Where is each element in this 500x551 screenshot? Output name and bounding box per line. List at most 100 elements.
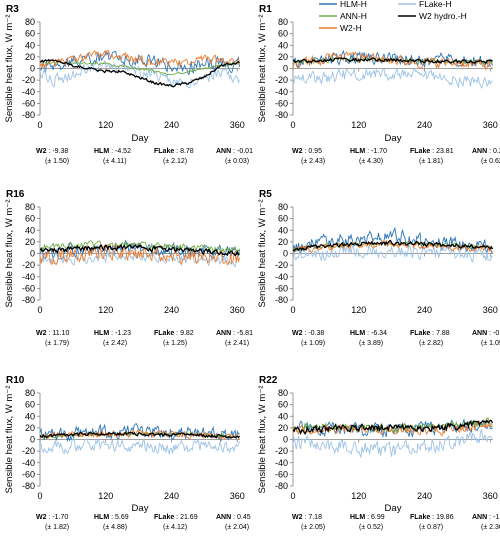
series-line-w2-hydro-h	[293, 419, 494, 436]
y-tick-label: 80	[25, 202, 35, 212]
y-tick-label: 20	[278, 237, 288, 247]
series-line-w2-hydro-h	[40, 58, 240, 88]
legend-label: FLake-H	[419, 0, 452, 9]
x-tick-label: 120	[98, 305, 113, 315]
x-axis-label: Day	[385, 133, 402, 144]
stat-hlm: HLM : -6.34	[350, 330, 387, 337]
y-tick-label: -20	[22, 260, 35, 270]
y-tick-label: 80	[25, 388, 35, 398]
y-tick-label: -40	[275, 87, 288, 97]
stat-flake: FLake : 23.81	[410, 148, 454, 155]
legend: HLM-H FLake-H ANN-H W2 hydro.-H W2-H	[319, 0, 467, 33]
y-axis-label: Sensible heat flux, W m⁻²	[257, 386, 268, 494]
stat-flake-sd: (± 4.12)	[163, 524, 187, 531]
y-tick-label: -60	[22, 469, 35, 479]
x-tick-label: 0	[37, 120, 42, 130]
panel-label: R10	[6, 375, 25, 386]
y-tick-label: 60	[278, 214, 288, 224]
y-tick-label: 40	[25, 225, 35, 235]
stat-ann-sd: (± 1.09)	[481, 340, 500, 347]
stat-ann-sd: (± 0.03)	[225, 158, 249, 165]
y-tick-label: 60	[25, 400, 35, 410]
stat-ann-sd: (± 0.62)	[481, 158, 500, 165]
y-tick-label: -80	[275, 110, 288, 120]
stat-w2: W2 : -0.38	[292, 330, 324, 337]
series-line-w2-h	[40, 243, 240, 266]
y-tick-label: 60	[25, 214, 35, 224]
stat-flake-sd: (± 2.82)	[419, 340, 443, 347]
stat-ann: ANN : 0.45	[216, 514, 251, 521]
y-tick-label: 0	[30, 435, 35, 445]
stat-hlm-sd: (± 0.52)	[359, 524, 383, 531]
y-axis-label: Sensible heat flux, W m⁻²	[4, 386, 15, 494]
series-line-w2-hydro-h	[40, 431, 241, 439]
y-tick-label: 0	[283, 435, 288, 445]
x-tick-label: 120	[351, 120, 366, 130]
x-tick-label: 360	[230, 305, 245, 315]
stat-hlm-sd: (± 4.30)	[359, 158, 383, 165]
stat-flake-sd: (± 1.81)	[419, 158, 443, 165]
panel-label: R22	[259, 375, 278, 386]
series-line-hlm-h	[40, 49, 240, 76]
stat-flake-sd: (± 1.25)	[163, 340, 187, 347]
x-tick-label: 360	[230, 491, 245, 501]
stat-w2-sd: (± 2.05)	[301, 524, 325, 531]
y-tick-label: 20	[25, 423, 35, 433]
stat-ann: ANN : -1.80	[472, 514, 500, 521]
y-tick-label: 20	[25, 237, 35, 247]
stat-w2: W2 : -9.38	[36, 148, 68, 155]
y-tick-label: 60	[278, 29, 288, 39]
y-tick-label: -60	[275, 283, 288, 293]
stat-flake-sd: (± 0.87)	[419, 524, 443, 531]
x-tick-label: 120	[98, 120, 113, 130]
stat-w2: W2 : 7.18	[292, 514, 322, 521]
y-axis-label: Sensible heat flux, W m⁻²	[257, 200, 268, 308]
x-tick-label: 240	[417, 120, 432, 130]
x-tick-label: 240	[417, 305, 432, 315]
stat-ann: ANN : 0.29	[472, 148, 500, 155]
stat-hlm: HLM : -1.23	[94, 330, 131, 337]
y-tick-label: 40	[278, 40, 288, 50]
stat-w2: W2 : 11.10	[36, 330, 69, 337]
series-line-ann-h	[40, 61, 240, 76]
x-tick-label: 360	[483, 120, 498, 130]
y-tick-label: -80	[22, 110, 35, 120]
y-tick-label: -40	[22, 458, 35, 468]
stat-w2: W2 : -1.70	[36, 514, 68, 521]
x-tick-label: 0	[290, 120, 295, 130]
x-tick-label: 0	[37, 305, 42, 315]
stat-hlm-sd: (± 3.89)	[359, 340, 383, 347]
stat-w2-sd: (± 1.82)	[45, 524, 69, 531]
y-tick-label: 40	[278, 411, 288, 421]
series-line-hlm-h	[293, 49, 493, 69]
y-tick-label: -20	[22, 446, 35, 456]
stat-hlm: HLM : -4.52	[94, 148, 131, 155]
y-tick-label: 60	[278, 400, 288, 410]
x-axis-label: Day	[385, 503, 402, 514]
y-tick-label: 20	[278, 52, 288, 62]
y-tick-label: 40	[278, 225, 288, 235]
stat-flake: FLake : 8.78	[154, 148, 194, 155]
stat-flake: FLake : 9.82	[154, 330, 194, 337]
y-tick-label: -60	[275, 98, 288, 108]
series-line-flake-h	[293, 67, 493, 89]
y-tick-label: -20	[275, 75, 288, 85]
y-tick-label: -80	[22, 295, 35, 305]
x-tick-label: 240	[164, 305, 179, 315]
series-line-w2-h	[293, 51, 493, 71]
y-tick-label: 40	[25, 40, 35, 50]
series-line-flake-h	[293, 429, 493, 459]
y-tick-label: 80	[25, 17, 35, 27]
y-tick-label: 80	[278, 17, 288, 27]
y-tick-label: 60	[25, 29, 35, 39]
stat-hlm: HLM : 5.69	[94, 514, 129, 521]
x-tick-label: 0	[290, 305, 295, 315]
stat-w2: W2 : 0.95	[292, 148, 322, 155]
x-axis-label: Day	[132, 133, 149, 144]
y-axis-label: Sensible heat flux, W m⁻²	[4, 200, 15, 308]
stat-hlm: HLM : 6.99	[350, 514, 385, 521]
stat-hlm-sd: (± 2.42)	[103, 340, 127, 347]
x-tick-label: 0	[37, 491, 42, 501]
